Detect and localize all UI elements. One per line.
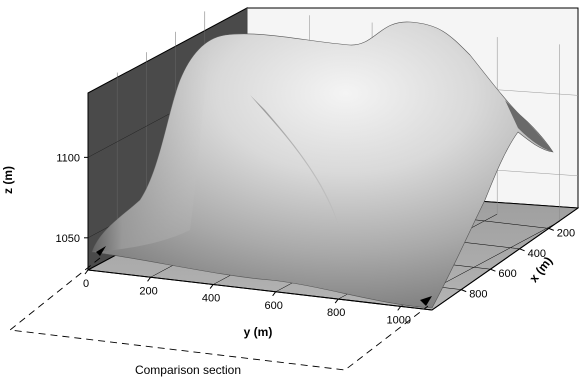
y-axis-line <box>87 269 433 311</box>
x-tick-mark <box>519 248 525 252</box>
z-tick-label: 1100 <box>56 152 80 164</box>
x-tick-mark <box>548 227 554 231</box>
y-tick-mark <box>147 276 151 282</box>
x-tick-label: 200 <box>557 227 575 239</box>
terrain-left-flank <box>92 40 212 252</box>
y-tick-label: 400 <box>202 293 220 305</box>
y-tick-label: 1000 <box>386 314 410 326</box>
section-marker-left <box>96 246 106 256</box>
z-tick-label: 1050 <box>56 233 80 245</box>
y-tick-mark <box>397 306 402 311</box>
x-tick-mark <box>461 289 467 293</box>
y-tick-label: 800 <box>327 307 345 319</box>
y-tick-mark <box>272 291 277 297</box>
y-tick-mark <box>209 284 214 289</box>
x-tick-mark <box>490 268 496 272</box>
y-tick-label: 600 <box>264 300 282 312</box>
x-tick-label: 600 <box>498 268 516 280</box>
y-tick-mark <box>334 298 339 304</box>
terrain-surface <box>91 21 554 309</box>
z-axis-title: z (m) <box>1 166 15 194</box>
comparison-section-outline <box>8 257 429 371</box>
y-tick-label: 200 <box>139 285 157 297</box>
comparison-section-label: Comparison section <box>135 363 241 377</box>
y-tick-label: 0 <box>83 278 89 290</box>
x-tick-label: 400 <box>528 248 546 260</box>
x-tick-label: 800 <box>469 289 487 301</box>
x-axis-line <box>431 207 579 311</box>
terrain-right-tail <box>505 100 553 152</box>
y-tick-mark <box>84 269 89 275</box>
section-marker-right <box>420 296 432 306</box>
y-axis-title: y (m) <box>244 325 273 339</box>
axis-ticks: 0 200 400 600 800 1000 200 400 600 800 1050 1100 <box>56 152 576 326</box>
